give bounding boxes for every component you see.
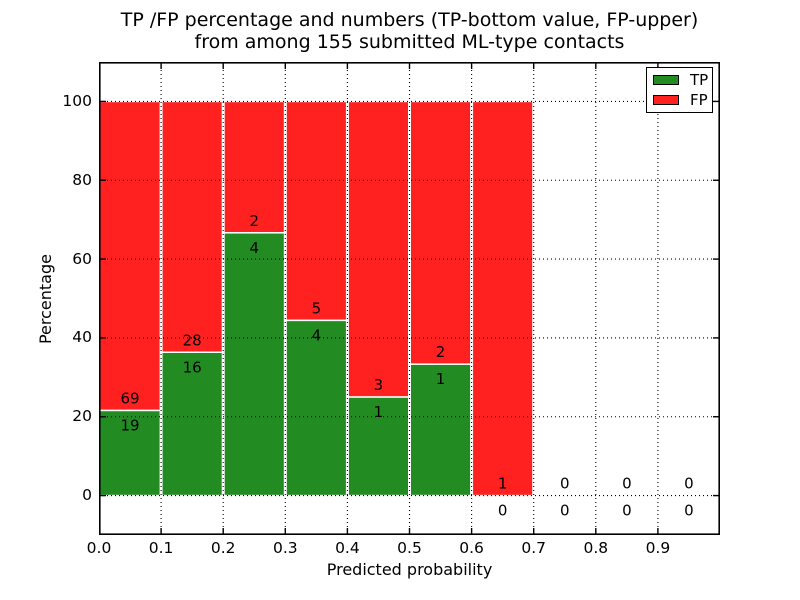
fp-bar — [347, 100, 410, 398]
tp-bar — [223, 232, 286, 497]
fp-legend-label: FP — [690, 90, 708, 109]
fp-count-label: 5 — [312, 299, 322, 317]
x-tick-label: 0.2 — [210, 539, 236, 557]
fp-bar — [409, 100, 472, 365]
tp-count-label: 0 — [684, 502, 694, 520]
x-tick-label: 0.8 — [583, 539, 609, 557]
legend: TP FP — [646, 67, 713, 113]
fp-bar — [471, 100, 534, 497]
fp-count-label: 1 — [498, 475, 508, 493]
fp-count-label: 69 — [121, 389, 140, 407]
fp-count-label: 28 — [183, 331, 202, 349]
tp-legend-label: TP — [690, 70, 709, 89]
x-tick-label: 0.0 — [86, 539, 112, 557]
x-tick-label: 0.6 — [459, 539, 484, 557]
tp-bar — [161, 351, 224, 497]
x-tick-label: 0.5 — [397, 539, 422, 557]
axes-border — [99, 62, 720, 535]
y-tick-label: 40 — [72, 328, 92, 347]
tp-bar — [409, 363, 472, 497]
y-tick-label: 0 — [82, 486, 92, 505]
fp-count-label: 0 — [622, 475, 632, 493]
y-tick-label: 60 — [72, 249, 92, 268]
fp-count-label: 0 — [684, 475, 694, 493]
x-tick-label: 0.3 — [272, 539, 298, 557]
fp-count-label: 3 — [374, 376, 384, 394]
fp-bar — [99, 100, 162, 412]
fp-legend-swatch — [653, 95, 679, 105]
tp-count-label: 4 — [312, 326, 322, 344]
chart-title-line1: TP /FP percentage and numbers (TP-bottom… — [120, 9, 699, 31]
chart-title: TP /FP percentage and numbers (TP-bottom… — [99, 9, 720, 53]
x-tick-label: 0.4 — [335, 539, 360, 557]
tp-bar — [99, 409, 162, 497]
chart-title-line2: from among 155 submitted ML-type contact… — [194, 31, 625, 53]
plot-area: 69 19 28 16 2 4 5 4 3 1 2 1 1 0 0 0 0 0 0 0 — [99, 62, 720, 535]
x-tick-label: 0.1 — [148, 539, 174, 557]
tp-count-label: 0 — [622, 502, 632, 520]
fp-count-label: 2 — [436, 343, 446, 361]
tp-count-label: 0 — [560, 502, 570, 520]
tp-count-label: 1 — [374, 403, 384, 421]
tp-count-label: 1 — [436, 370, 446, 388]
x-tick-label: 0.7 — [521, 539, 547, 557]
fp-bar — [285, 100, 348, 322]
fp-count-label: 2 — [249, 212, 259, 230]
tp-count-label: 0 — [498, 502, 508, 520]
tp-count-label: 4 — [249, 239, 259, 257]
y-tick-label: 80 — [72, 170, 92, 189]
tp-count-label: 19 — [121, 416, 140, 434]
fp-count-label: 0 — [560, 475, 570, 493]
y-tick-label: 20 — [72, 407, 92, 426]
tp-count-label: 16 — [183, 358, 202, 376]
fp-bar — [223, 100, 286, 234]
fp-bar — [161, 100, 224, 353]
tp-bar — [285, 319, 348, 497]
tp-legend-swatch — [653, 75, 679, 85]
x-tick-label: 0.9 — [645, 539, 671, 557]
y-tick-label: 100 — [62, 91, 92, 110]
x-axis-label: Predicted probability — [326, 560, 493, 579]
tp-bar — [347, 396, 410, 497]
y-axis-label: Percentage — [36, 254, 55, 345]
legend-row-fp: FP — [653, 90, 712, 109]
legend-row-tp: TP — [653, 70, 712, 89]
